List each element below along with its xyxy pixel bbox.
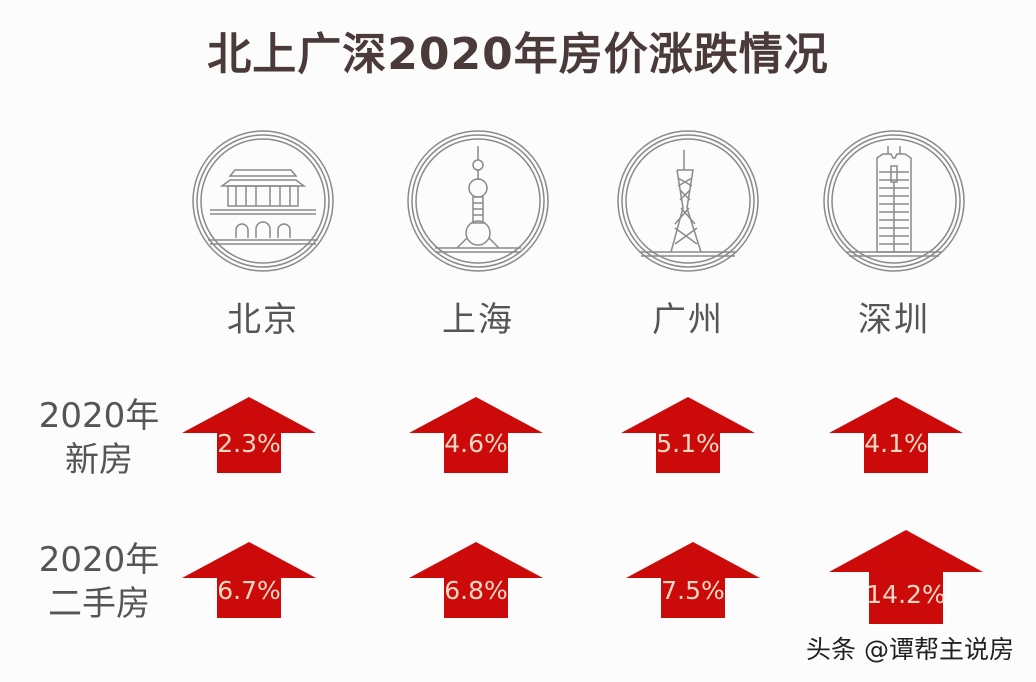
- up-arrow-icon: [829, 397, 963, 473]
- up-arrow-icon: [409, 542, 543, 618]
- value-label: 4.6%: [444, 429, 508, 458]
- value-label: 5.1%: [656, 429, 720, 458]
- up-arrow-icon: [182, 397, 316, 473]
- arrow-beijing-new: 2.3%: [182, 397, 316, 473]
- city-name: 深圳: [858, 300, 930, 340]
- up-arrow-icon: [621, 397, 755, 473]
- value-label: 4.1%: [864, 429, 928, 458]
- city-name: 上海: [442, 300, 514, 340]
- watermark: 头条 @谭帮主说房: [806, 635, 1014, 664]
- arrow-shenzhen-second: 14.2%: [829, 530, 983, 624]
- value-label: 6.8%: [444, 576, 508, 605]
- arrow-shenzhen-new: 4.1%: [829, 397, 963, 473]
- twin-towers-icon: [823, 130, 965, 272]
- canton-tower-icon: [617, 130, 759, 272]
- row-label-type: 新房: [65, 440, 133, 480]
- arrow-beijing-second: 6.7%: [182, 542, 316, 618]
- row-label-year: 2020年: [38, 396, 160, 436]
- city-guangzhou: 广州: [608, 128, 768, 341]
- value-label: 14.2%: [866, 580, 946, 609]
- up-arrow-icon: [626, 542, 760, 618]
- up-arrow-icon: [182, 542, 316, 618]
- arrow-guangzhou-second: 7.5%: [626, 542, 760, 618]
- city-name: 广州: [652, 300, 724, 340]
- page-title: 北上广深2020年房价涨跌情况: [207, 29, 829, 80]
- value-label: 6.7%: [217, 576, 281, 605]
- city-shanghai: 上海: [398, 128, 558, 341]
- tiananmen-icon: [192, 130, 334, 272]
- arrow-shanghai-new: 4.6%: [409, 397, 543, 473]
- city-shenzhen: 深圳: [814, 128, 974, 341]
- row-label-year: 2020年: [38, 540, 160, 580]
- arrow-guangzhou-new: 5.1%: [621, 397, 755, 473]
- city-beijing: 北京: [183, 128, 343, 341]
- city-name: 北京: [227, 300, 299, 340]
- row-label-new-house: 2020年 新房: [24, 394, 174, 482]
- oriental-pearl-tower-icon: [407, 130, 549, 272]
- row-label-type: 二手房: [48, 584, 150, 624]
- value-label: 7.5%: [661, 576, 725, 605]
- row-label-second-hand: 2020年 二手房: [24, 538, 174, 626]
- arrow-shanghai-second: 6.8%: [409, 542, 543, 618]
- up-arrow-icon: [409, 397, 543, 473]
- value-label: 2.3%: [217, 429, 281, 458]
- up-arrow-icon: [829, 530, 983, 624]
